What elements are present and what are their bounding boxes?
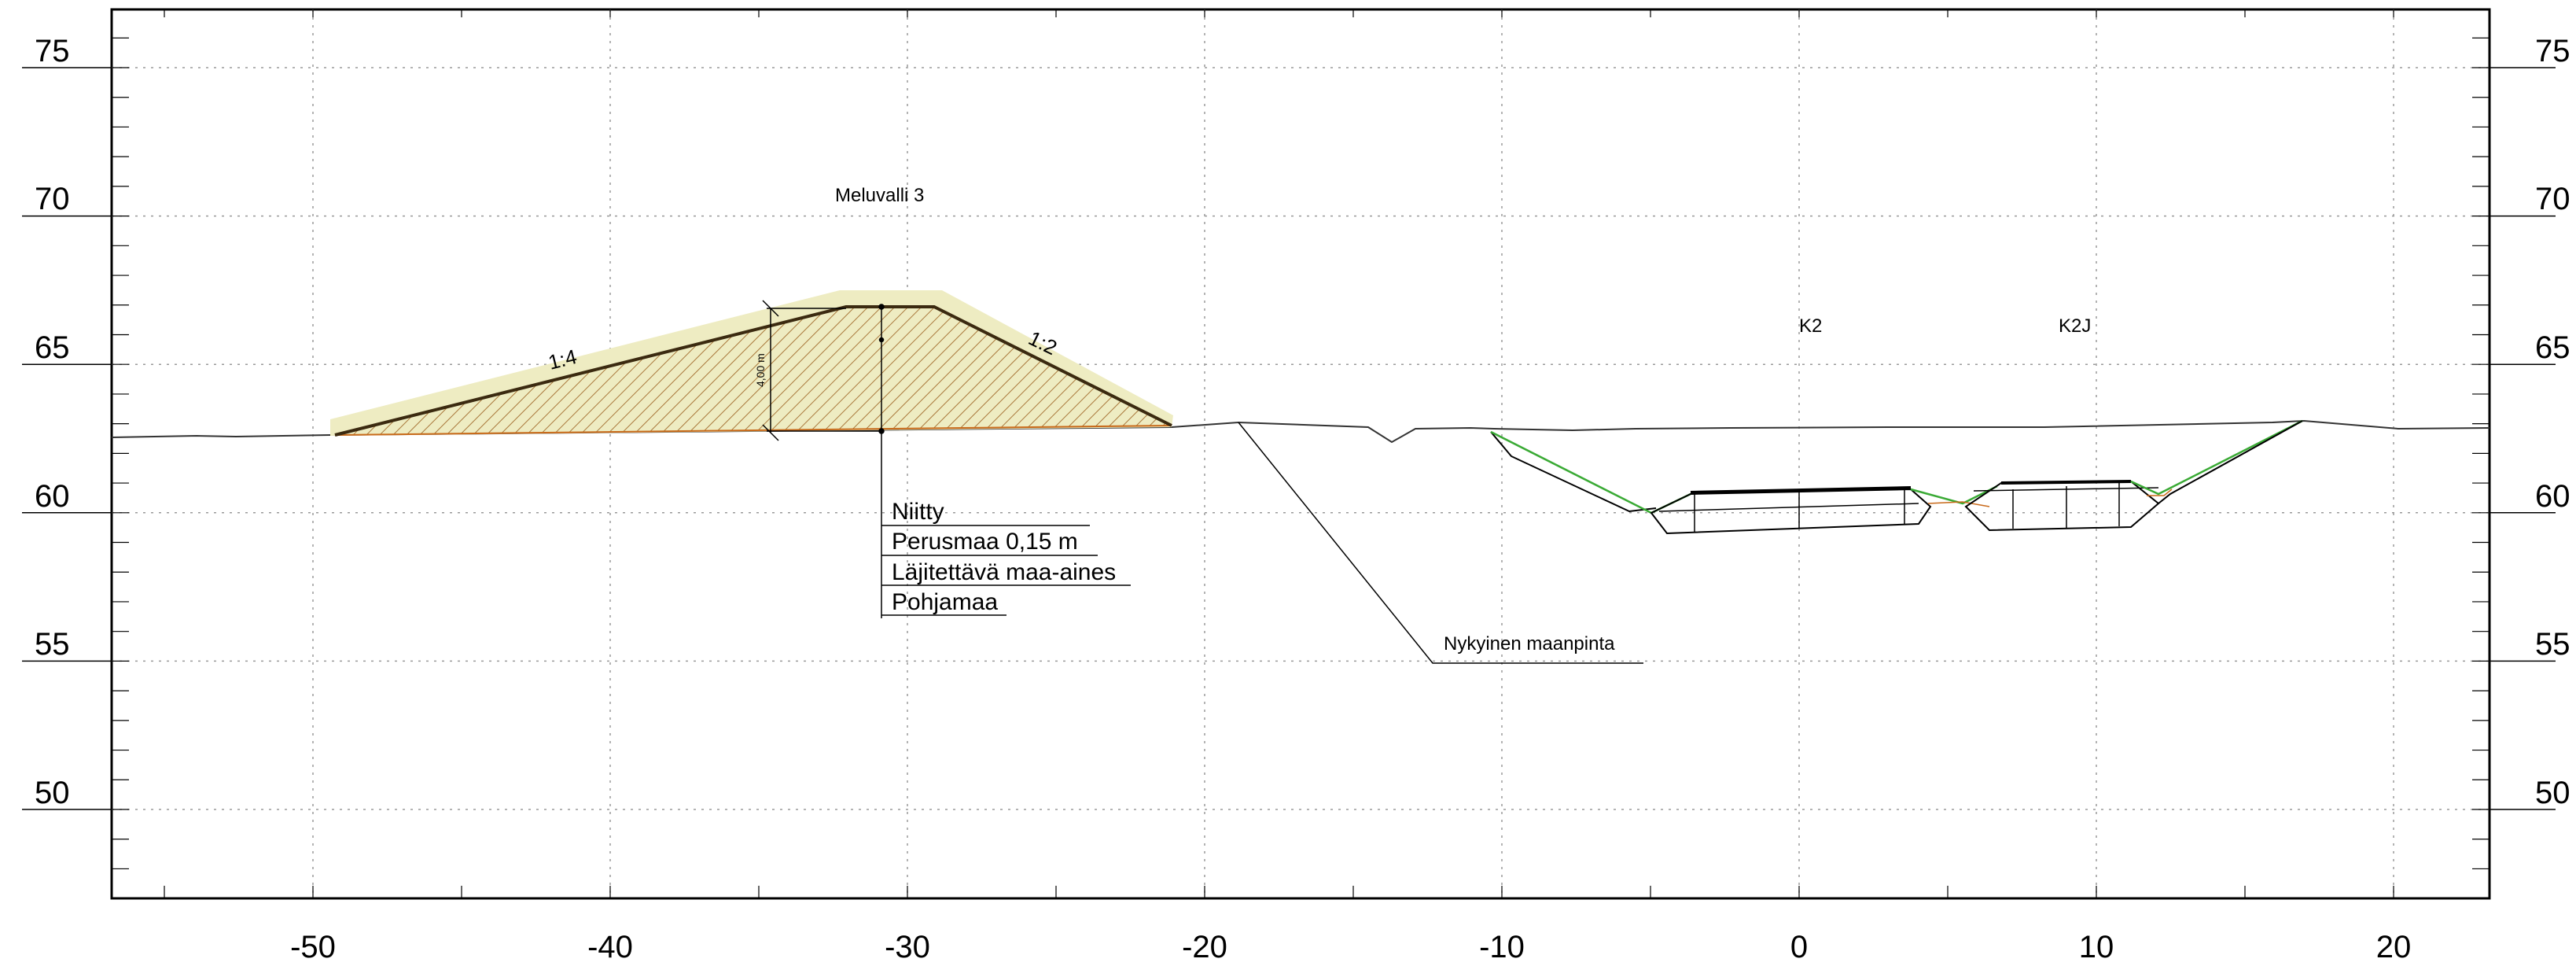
x-tick-label-minus50: -50 (290, 930, 336, 964)
embankment-outline (334, 305, 1172, 437)
y-tick-label-right-70: 70 (2535, 182, 2570, 216)
road-green-left (1490, 430, 1691, 514)
y-tick-label-right-75: 75 (2535, 34, 2570, 68)
road-orange-right (2147, 489, 2173, 496)
road-k2j-outline-right (2158, 420, 2303, 504)
plot-frame (110, 8, 2491, 900)
ticks (22, 9, 2556, 898)
x-tick-label-minus30: -30 (885, 930, 930, 964)
label-k2: K2 (1799, 315, 1822, 337)
road-k2-layer-line (1658, 503, 1919, 512)
road-k2-layers (1650, 488, 1932, 535)
layer-leader (878, 304, 1131, 618)
embankment-hatched-core (335, 307, 1172, 435)
road-k2j-surface (2000, 480, 2132, 485)
y-tick-label-right-55: 55 (2535, 627, 2570, 662)
x-tick-label-minus20: -20 (1182, 930, 1227, 964)
y-tick-label-75: 75 (35, 34, 70, 68)
y-axis-right: 75 70 65 60 55 50 (2535, 34, 2570, 810)
road-green-mid (1910, 485, 1998, 505)
y-tick-label-right-60: 60 (2535, 479, 2570, 514)
x-tick-label-0: 0 (1790, 930, 1808, 964)
road-k2-surface (1690, 486, 1912, 494)
y-axis-left: 75 70 65 60 55 50 (35, 34, 70, 810)
layer-label-pohjamaa: Pohjamaa (892, 589, 998, 615)
layer-label-lajitettava: Läjitettävä maa-aines (892, 559, 1116, 585)
y-tick-label-50: 50 (35, 776, 70, 810)
x-tick-label-minus40: -40 (587, 930, 633, 964)
grid (112, 9, 2490, 898)
y-tick-label-70: 70 (35, 182, 70, 216)
height-dimension (762, 300, 881, 441)
y-tick-label-65: 65 (35, 330, 70, 365)
y-tick-label-55: 55 (35, 627, 70, 662)
existing-ground-leader (1238, 422, 1643, 664)
y-tick-label-60: 60 (35, 479, 70, 514)
road-green-right (2130, 419, 2303, 496)
height-dim-label: 4,00 m (754, 353, 767, 387)
x-tick-label-10: 10 (2079, 930, 2114, 964)
label-k2j: K2J (2059, 315, 2091, 337)
x-tick-label-minus10: -10 (1479, 930, 1525, 964)
road-k2-verticals (1694, 489, 1905, 532)
road-k2-subgrade (1490, 431, 1657, 513)
x-tick-label-20: 20 (2376, 930, 2412, 964)
road-k2j-verticals (2012, 483, 2120, 529)
road-orange-mid (1927, 501, 1990, 507)
y-tick-label-right-65: 65 (2535, 330, 2570, 365)
embankment-base-line (334, 425, 1172, 436)
layer-label-perusmaa: Perusmaa 0,15 m (892, 529, 1078, 555)
existing-ground-label: Nykyinen maanpinta (1444, 633, 1615, 654)
layer-label-niitty: Niitty (892, 499, 944, 525)
x-axis: -50 -40 -30 -20 -10 0 10 20 (290, 930, 2411, 964)
y-tick-label-right-50: 50 (2535, 776, 2570, 810)
diagram-title: Meluvalli 3 (835, 185, 924, 206)
